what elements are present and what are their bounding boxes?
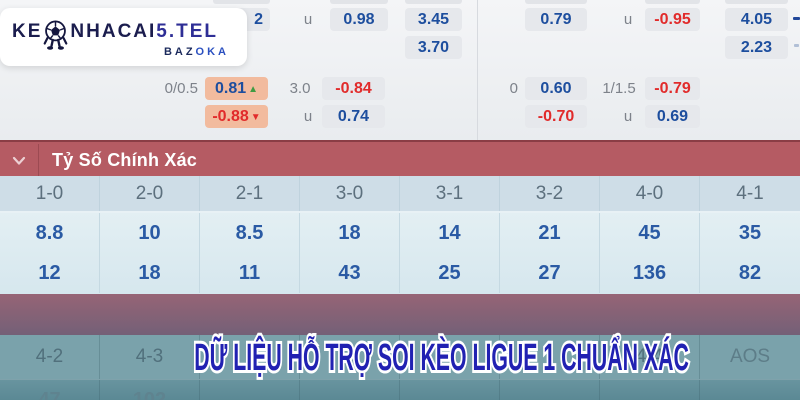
- odds-box-highlighted[interactable]: -0.88 ▼: [205, 105, 268, 128]
- odds-value: 0.81: [214, 80, 247, 97]
- score-header-row: 1-0 2-0 2-1 3-0 3-1 3-2 4-0 4-1: [0, 176, 800, 213]
- score-odds-row: 47 102: [0, 379, 800, 400]
- score-odd[interactable]: 10: [100, 213, 200, 253]
- score-odd[interactable]: 102: [100, 380, 200, 400]
- collapse-section-button[interactable]: [0, 144, 39, 178]
- clipped-row-sliver: [330, 0, 388, 4]
- clipped-next-column: [794, 44, 799, 47]
- score-header-row: 4-2 4-3 4-4 AOS: [0, 335, 800, 379]
- score-header: 4-0: [600, 176, 700, 211]
- score-header: 3-2: [500, 176, 600, 211]
- logo-tagline: BAZOKA: [164, 46, 229, 58]
- site-logo[interactable]: KE NHACAI 5.TEL: [0, 8, 247, 66]
- odds-box-highlighted[interactable]: 0.81 ▲: [205, 77, 268, 100]
- score-header: 4-3: [100, 335, 200, 379]
- odds-box[interactable]: -0.79: [645, 77, 700, 100]
- clipped-row-sliver: [645, 0, 700, 4]
- score-odd[interactable]: [700, 380, 800, 400]
- score-header: AOS: [729, 346, 771, 367]
- odds-section: 2 u 0.98 3.45 3.70 0/0.5 0.81 ▲ 3.0 -0.84…: [0, 0, 800, 140]
- score-odd[interactable]: 136: [600, 253, 700, 293]
- tagline-dark: BAZ: [163, 46, 196, 58]
- odds-box[interactable]: 0.98: [330, 8, 388, 31]
- score-header: 1-0: [0, 176, 100, 211]
- clipped-row-sliver: [525, 0, 587, 4]
- logo-text-accent: 5.TEL: [156, 20, 219, 42]
- score-header: 2-1: [200, 176, 300, 211]
- score-odds-row: 8.8 10 8.5 18 14 21 45 35: [0, 213, 800, 253]
- under-label: u: [623, 108, 633, 125]
- score-header: 4-2: [0, 335, 100, 379]
- tagline-accent: OKA: [195, 46, 229, 58]
- score-odd[interactable]: [500, 380, 600, 400]
- score-header: 2-0: [100, 176, 200, 211]
- section-title: Tỷ Số Chính Xác: [52, 150, 198, 170]
- odds-box[interactable]: 3.70: [405, 36, 462, 59]
- under-label: u: [623, 11, 633, 28]
- score-odd[interactable]: 21: [500, 213, 600, 253]
- score-odd[interactable]: 18: [300, 213, 400, 253]
- odds-box[interactable]: 4.05: [725, 8, 788, 31]
- score-odd[interactable]: 18: [100, 253, 200, 293]
- odds-box[interactable]: -0.70: [525, 105, 587, 128]
- soccer-ball-mascot-icon: [44, 20, 68, 50]
- score-header: 4-4: [600, 335, 700, 379]
- score-odd[interactable]: 47: [0, 380, 100, 400]
- down-arrow-icon: ▼: [250, 112, 261, 123]
- odds-box[interactable]: -0.84: [322, 77, 385, 100]
- score-odd[interactable]: [400, 380, 500, 400]
- odds-box[interactable]: 0.69: [645, 105, 700, 128]
- score-odd[interactable]: 25: [400, 253, 500, 293]
- under-label: u: [303, 108, 313, 125]
- score-header: [500, 335, 600, 379]
- score-odd[interactable]: [300, 380, 400, 400]
- up-arrow-icon: ▲: [248, 84, 259, 95]
- odds-box[interactable]: -0.95: [645, 8, 700, 31]
- score-odd[interactable]: 8.8: [0, 213, 100, 253]
- odds-box[interactable]: 3.45: [405, 8, 462, 31]
- correct-score-section-bar: Tỷ Số Chính Xác: [0, 140, 800, 178]
- handicap-line-label: 0/0.5: [164, 80, 198, 97]
- score-odd[interactable]: 11: [200, 253, 300, 293]
- odds-box[interactable]: 2.23: [725, 36, 788, 59]
- score-odds-body: 8.8 10 8.5 18 14 21 45 35 12 18 11 43 25…: [0, 213, 800, 294]
- dimmed-score-section: 4-2 4-3 4-4 AOS 47 102: [0, 335, 800, 400]
- clipped-next-column: [793, 17, 800, 20]
- logo-text-post: NHACAI: [70, 20, 157, 42]
- odds-value: -0.88: [212, 108, 249, 125]
- odds-box[interactable]: 0.79: [525, 8, 587, 31]
- score-odd[interactable]: 27: [500, 253, 600, 293]
- logo-wordmark: KE NHACAI 5.TEL: [12, 18, 219, 50]
- handicap-line-label: 0: [509, 80, 518, 97]
- score-header: 3-1: [400, 176, 500, 211]
- goal-line-label: 1/1.5: [602, 80, 636, 97]
- column-divider: [477, 0, 478, 140]
- score-odd[interactable]: 43: [300, 253, 400, 293]
- score-header: 3-0: [300, 176, 400, 211]
- goal-line-label: 3.0: [289, 80, 311, 97]
- score-odd[interactable]: 82: [738, 262, 762, 284]
- score-odd[interactable]: 35: [738, 222, 762, 244]
- score-header: [300, 335, 400, 379]
- score-header: [200, 335, 300, 379]
- odds-box[interactable]: 0.74: [322, 105, 385, 128]
- score-odd[interactable]: [200, 380, 300, 400]
- score-odd[interactable]: 45: [600, 213, 700, 253]
- score-odds-row: 12 18 11 43 25 27 136 82: [0, 253, 800, 293]
- score-odd[interactable]: 8.5: [200, 213, 300, 253]
- score-odd[interactable]: 14: [400, 213, 500, 253]
- under-label: u: [303, 11, 313, 28]
- score-header: [400, 335, 500, 379]
- score-odd[interactable]: [600, 380, 700, 400]
- score-header: 4-1: [736, 183, 764, 204]
- clipped-row-sliver: [213, 0, 270, 4]
- odds-box[interactable]: 0.60: [525, 77, 587, 100]
- promo-band: [0, 294, 800, 335]
- score-odd[interactable]: 12: [0, 253, 100, 293]
- chevron-down-icon: [12, 156, 26, 165]
- clipped-row-sliver: [725, 0, 788, 4]
- logo-text-pre: KE: [12, 20, 43, 42]
- clipped-row-sliver: [405, 0, 462, 4]
